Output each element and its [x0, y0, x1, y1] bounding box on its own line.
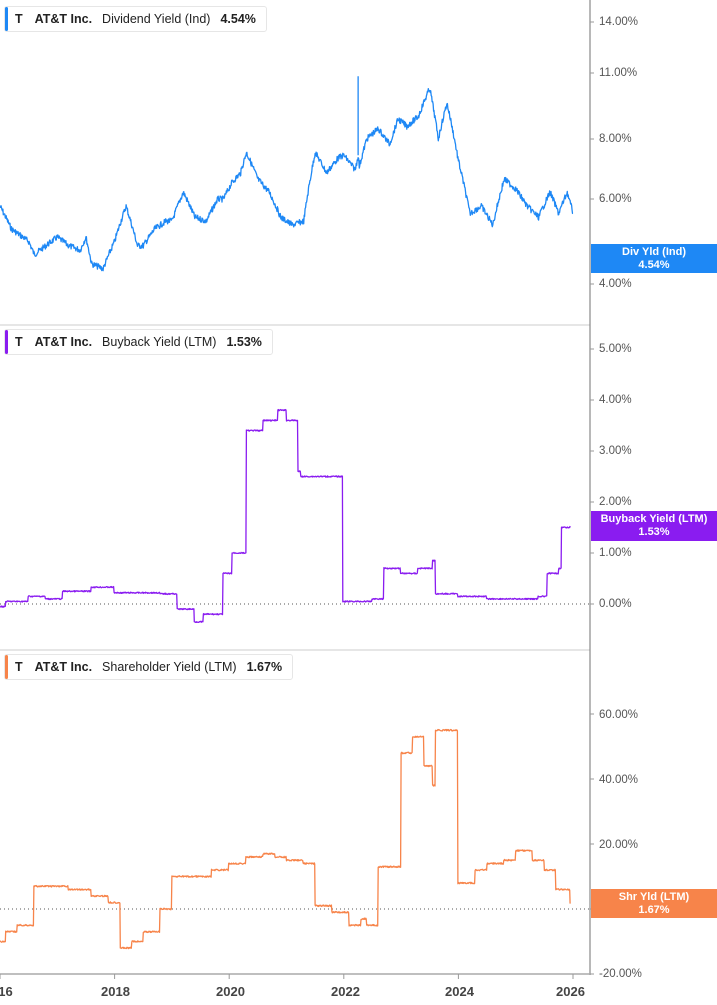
ticker-label: T [15, 335, 23, 349]
y-tick-label: 11.00% [599, 67, 638, 79]
metric-label: Dividend Yield (Ind) [102, 12, 211, 26]
y-tick-label: 5.00% [599, 343, 632, 355]
y-tick-label: 40.00% [599, 774, 639, 786]
current-value-tag-shareholder: Shr Yld (LTM) 1.67% [591, 889, 717, 918]
x-tick-label: 2026 [556, 984, 585, 999]
tag-value: 1.67% [638, 904, 670, 916]
company-label: AT&T Inc. [34, 660, 93, 674]
y-tick-label: 4.00% [599, 278, 632, 290]
series-color-swatch [5, 7, 8, 31]
y-tick-label: 60.00% [599, 709, 639, 721]
dividend-yield-line [0, 87, 574, 272]
metric-value: 1.53% [226, 335, 262, 349]
company-label: AT&T Inc. [34, 335, 93, 349]
series-color-swatch [5, 655, 8, 679]
y-tick-label: 3.00% [599, 445, 632, 457]
x-tick-label: 2018 [101, 984, 130, 999]
metric-label: Buyback Yield (LTM) [102, 335, 217, 349]
metric-value: 4.54% [220, 12, 256, 26]
current-value-tag-buyback: Buyback Yield (LTM) 1.53% [591, 511, 717, 541]
series-color-swatch [5, 330, 8, 354]
ticker-label: T [15, 12, 23, 26]
y-tick-label: 1.00% [599, 547, 632, 559]
x-tick-label: 016 [0, 984, 13, 999]
company-label: AT&T Inc. [34, 12, 93, 26]
legend-dividend-yield[interactable]: T AT&T Inc. Dividend Yield (Ind) 4.54% [4, 6, 267, 32]
tag-label: Div Yld (Ind) [622, 246, 686, 258]
y-tick-label: 6.00% [599, 193, 632, 205]
y-tick-label: -20.00% [599, 968, 642, 980]
x-tick-label: 2022 [331, 984, 360, 999]
tag-label: Buyback Yield (LTM) [600, 513, 708, 525]
current-value-tag-dividend: Div Yld (Ind) 4.54% [591, 244, 717, 273]
metric-value: 1.67% [246, 660, 283, 674]
ticker-label: T [15, 660, 23, 674]
metric-label: Shareholder Yield (LTM) [102, 660, 237, 674]
y-tick-label: 4.00% [599, 394, 632, 406]
tag-value: 1.53% [638, 526, 670, 538]
legend-buyback-yield[interactable]: T AT&T Inc. Buyback Yield (LTM) 1.53% [4, 329, 273, 355]
buyback-yield-line [0, 408, 571, 624]
tag-value: 4.54% [638, 259, 670, 271]
tag-label: Shr Yld (LTM) [618, 891, 690, 903]
y-tick-label: 2.00% [599, 496, 632, 508]
y-tick-label: 0.00% [599, 598, 632, 610]
legend-shareholder-yield[interactable]: T AT&T Inc. Shareholder Yield (LTM) 1.67… [4, 654, 294, 680]
shareholder-yield-line [0, 728, 571, 950]
y-tick-label: 14.00% [599, 16, 639, 28]
y-tick-label: 8.00% [599, 133, 632, 145]
x-tick-label: 2020 [216, 984, 245, 999]
y-tick-label: 20.00% [599, 839, 639, 851]
x-tick-label: 2024 [445, 984, 474, 999]
